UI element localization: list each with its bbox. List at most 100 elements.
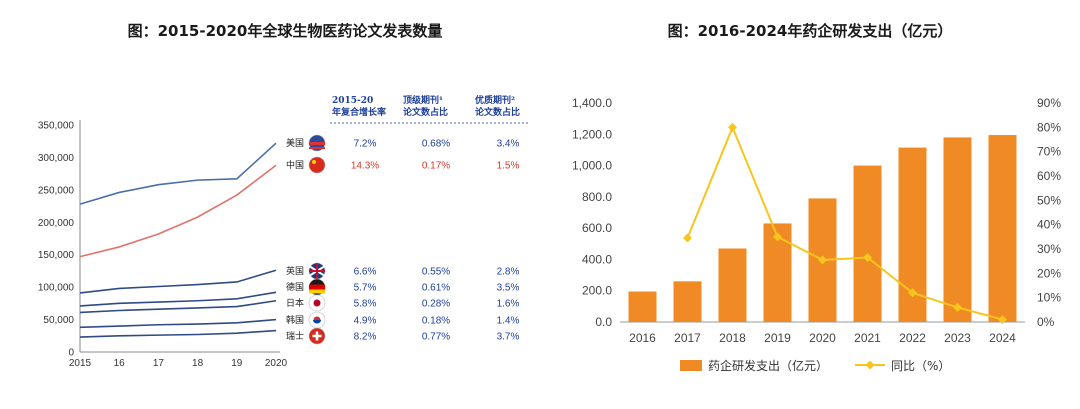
- table-cell: 0.55%: [422, 267, 450, 278]
- y-tick-label: 300,000: [38, 153, 75, 164]
- right-y-tick-label: 70%: [1037, 145, 1061, 159]
- legend-swatch-marker: [865, 360, 875, 370]
- left-y-tick-label: 600.0: [582, 221, 612, 235]
- left-y-tick-label: 800.0: [582, 190, 612, 204]
- x-tick-label: 2018: [719, 331, 746, 345]
- right-y-tick-label: 0%: [1037, 315, 1055, 329]
- table-cell: 7.2%: [354, 139, 377, 150]
- country-label: 瑞士: [286, 330, 304, 342]
- right-y-tick-label: 30%: [1037, 242, 1061, 256]
- table-cell: 1.5%: [497, 161, 520, 172]
- x-tick-label: 16: [114, 358, 126, 369]
- right-y-tick-label: 40%: [1037, 218, 1061, 232]
- bar: [988, 135, 1017, 322]
- x-tick-label: 18: [192, 358, 204, 369]
- table-cell: 0.68%: [422, 139, 450, 150]
- flag-stripe: [309, 147, 325, 149]
- left-y-tick-label: 0.0: [595, 315, 612, 329]
- x-tick-label: 2017: [674, 331, 701, 345]
- flag-disc: [313, 320, 321, 324]
- y-tick-label: 0: [68, 348, 74, 359]
- yoy-point: [953, 302, 962, 312]
- left-y-tick-label: 1,400.0: [572, 96, 612, 110]
- series-line-6: [79, 329, 277, 338]
- x-tick-label: 2021: [854, 331, 881, 345]
- table-cell: 5.7%: [354, 283, 377, 294]
- table-cell: 5.8%: [354, 299, 377, 310]
- series-line-0: [79, 142, 277, 205]
- x-tick-label: 2020: [265, 358, 288, 369]
- yoy-point: [818, 255, 827, 265]
- yoy-point: [773, 232, 782, 242]
- yoy-point: [683, 233, 692, 243]
- legend-label: 药企研发支出（亿元）: [708, 358, 828, 373]
- yoy-point: [728, 122, 737, 132]
- yoy-point: [998, 315, 1007, 325]
- bar: [943, 137, 972, 322]
- y-tick-label: 200,000: [38, 218, 75, 229]
- country-label: 日本: [286, 297, 304, 309]
- y-tick-label: 50,000: [43, 315, 74, 326]
- table-cell: 4.9%: [354, 316, 377, 327]
- table-cell: 3.7%: [497, 332, 520, 343]
- series-line-3: [79, 291, 277, 307]
- x-tick-label: 17: [153, 358, 165, 369]
- country-label: 韩国: [286, 314, 304, 326]
- x-tick-label: 2022: [899, 331, 926, 345]
- table-cell: 6.6%: [354, 267, 377, 278]
- bar: [718, 248, 747, 322]
- x-tick-label: 19: [231, 358, 243, 369]
- series-line-4: [79, 299, 277, 314]
- left-y-tick-label: 200.0: [582, 284, 612, 298]
- flag-star: [312, 160, 316, 164]
- left-y-tick-label: 1,000.0: [572, 159, 612, 173]
- table-header: 优质期刊² 论文数占比: [475, 94, 520, 118]
- x-tick-label: 2023: [944, 331, 971, 345]
- table-header: 2015-20 年复合增长率: [332, 96, 386, 118]
- flag-icon: [308, 156, 326, 174]
- right-y-tick-label: 80%: [1037, 120, 1061, 134]
- legend-label: 同比（%）: [891, 359, 950, 373]
- country-label: 美国: [286, 137, 304, 149]
- series-line-1: [79, 164, 277, 258]
- yoy-point: [863, 253, 872, 263]
- table-cell: 1.6%: [497, 299, 520, 310]
- x-tick-label: 2020: [809, 331, 836, 345]
- flag-cross: [309, 263, 325, 279]
- table-cell: 3.5%: [497, 283, 520, 294]
- left-y-tick-label: 1,200.0: [572, 127, 612, 141]
- yoy-point: [908, 288, 917, 298]
- table-cell: 1.4%: [497, 316, 520, 327]
- bar: [628, 291, 657, 322]
- bar: [673, 281, 702, 322]
- y-tick-label: 150,000: [38, 250, 75, 261]
- table-cell: 2.8%: [497, 267, 520, 278]
- x-tick-label: 2024: [989, 331, 1016, 345]
- table-cell: 0.17%: [422, 161, 450, 172]
- table-cell: 0.77%: [422, 332, 450, 343]
- table-header: 顶级期刊¹ 论文数占比: [403, 94, 448, 118]
- table-cell: 8.2%: [354, 332, 377, 343]
- y-tick-label: 100,000: [38, 283, 75, 294]
- table-cell: 0.18%: [422, 316, 450, 327]
- series-line-5: [79, 318, 277, 329]
- legend-swatch-bar: [680, 360, 702, 371]
- x-tick-label: 2015: [69, 358, 92, 369]
- left-y-tick-label: 400.0: [582, 252, 612, 266]
- yoy-line: [686, 124, 1003, 321]
- table-cell: 0.61%: [422, 283, 450, 294]
- bar: [853, 165, 882, 322]
- y-tick-label: 250,000: [38, 185, 75, 196]
- country-label: 英国: [286, 265, 304, 277]
- flag-stripe: [309, 289, 325, 294]
- right-chart-title: 图：2016-2024年药企研发支出（亿元）: [667, 22, 953, 40]
- right-y-tick-label: 20%: [1037, 266, 1061, 280]
- right-y-tick-label: 90%: [1037, 96, 1061, 110]
- right-y-tick-label: 10%: [1037, 291, 1061, 305]
- x-tick-label: 2019: [764, 331, 791, 345]
- country-label: 德国: [286, 281, 304, 293]
- y-tick-label: 350,000: [38, 121, 75, 132]
- flag-stripe: [309, 142, 325, 145]
- right-y-tick-label: 60%: [1037, 169, 1061, 183]
